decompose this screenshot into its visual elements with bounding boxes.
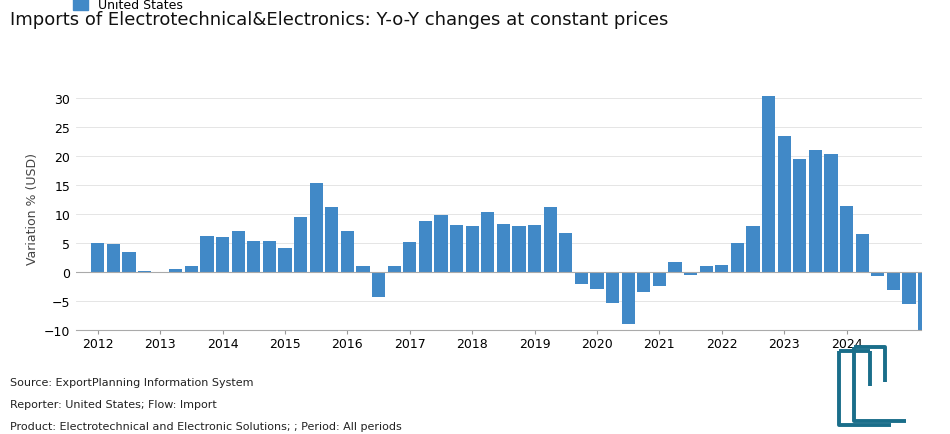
Bar xyxy=(107,244,120,272)
Bar xyxy=(138,271,151,272)
Bar xyxy=(591,272,603,289)
Y-axis label: Variation % (USD): Variation % (USD) xyxy=(26,152,39,264)
Bar xyxy=(856,234,868,272)
Bar xyxy=(825,155,838,272)
Bar xyxy=(887,272,900,290)
Bar xyxy=(684,272,697,275)
Bar xyxy=(621,272,635,324)
Bar xyxy=(934,272,947,302)
Bar xyxy=(169,269,182,272)
Bar xyxy=(232,231,245,272)
Bar xyxy=(263,242,276,272)
Bar xyxy=(404,243,416,272)
Bar xyxy=(310,184,323,272)
Bar xyxy=(528,225,542,272)
Text: Source: ExportPlanning Information System: Source: ExportPlanning Information Syste… xyxy=(10,378,253,388)
Bar xyxy=(747,226,760,272)
Bar xyxy=(356,266,370,272)
Bar xyxy=(325,207,338,272)
Bar xyxy=(388,267,401,272)
Bar xyxy=(247,241,260,272)
Bar xyxy=(512,227,525,272)
Bar xyxy=(606,272,619,303)
Bar xyxy=(575,272,588,284)
Bar xyxy=(434,216,447,272)
Bar xyxy=(200,237,214,272)
Legend: United States: United States xyxy=(67,0,187,17)
Bar xyxy=(185,266,198,272)
Bar xyxy=(123,253,136,272)
Bar xyxy=(902,272,916,304)
Bar xyxy=(497,224,510,272)
Bar xyxy=(637,272,651,292)
Bar xyxy=(216,237,229,272)
Text: Imports of Electrotechnical&Electronics: Y-o-Y changes at constant prices: Imports of Electrotechnical&Electronics:… xyxy=(10,11,668,29)
Bar xyxy=(482,213,494,272)
Bar xyxy=(731,243,744,272)
Bar xyxy=(466,226,479,272)
Bar xyxy=(793,160,807,272)
Bar xyxy=(450,226,464,272)
Bar xyxy=(91,243,104,272)
Bar xyxy=(669,262,681,272)
Bar xyxy=(699,267,712,272)
Bar xyxy=(778,137,790,272)
Bar xyxy=(762,97,775,272)
Bar xyxy=(543,207,557,272)
Bar xyxy=(653,272,666,286)
Bar xyxy=(840,207,853,272)
Bar xyxy=(154,272,167,274)
Text: Product: Electrotechnical and Electronic Solutions; ; Period: All periods: Product: Electrotechnical and Electronic… xyxy=(10,421,401,431)
Bar xyxy=(918,272,931,330)
Bar xyxy=(715,266,729,272)
Bar xyxy=(278,249,292,272)
Bar xyxy=(341,231,354,272)
Bar xyxy=(419,222,432,272)
Text: Reporter: United States; Flow: Import: Reporter: United States; Flow: Import xyxy=(10,399,217,409)
Bar xyxy=(560,233,573,272)
Bar xyxy=(372,272,385,297)
Bar xyxy=(871,272,884,276)
Bar xyxy=(294,217,307,272)
Bar xyxy=(808,151,822,272)
